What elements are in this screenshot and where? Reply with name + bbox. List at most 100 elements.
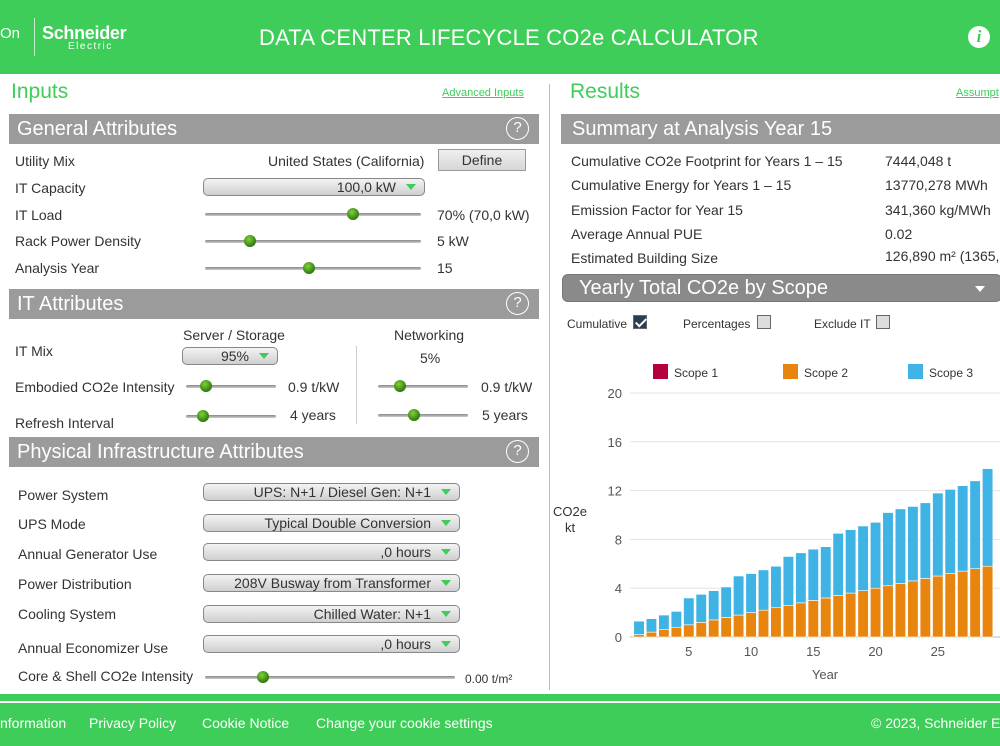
general-help-icon[interactable]: ? bbox=[506, 117, 529, 140]
bar-scope-3 bbox=[832, 533, 844, 596]
bar-scope-3 bbox=[820, 546, 832, 599]
chevron-down-icon bbox=[259, 353, 269, 359]
ups-mode-select[interactable]: Typical Double Conversion bbox=[203, 514, 460, 532]
generator-use-label: Annual Generator Use bbox=[18, 546, 158, 562]
chevron-down-icon bbox=[441, 549, 451, 555]
power-system-select[interactable]: UPS: N+1 / Diesel Gen: N+1 bbox=[203, 483, 460, 501]
footer-link-cookie-settings[interactable]: Change your cookie settings bbox=[316, 715, 493, 731]
legend-swatch bbox=[653, 364, 668, 379]
bar-scope-3 bbox=[944, 489, 956, 574]
economizer-use-select[interactable]: ,0 hours bbox=[203, 635, 460, 653]
bar-scope-2 bbox=[708, 619, 720, 638]
summary-row-label: Cumulative CO2e Footprint for Years 1 – … bbox=[571, 153, 843, 169]
bar-scope-3 bbox=[782, 556, 794, 606]
embodied-networking-slider[interactable] bbox=[378, 385, 468, 388]
panel-divider bbox=[549, 84, 550, 690]
bar-scope-3 bbox=[633, 620, 645, 635]
refresh-server-slider-handle[interactable] bbox=[197, 410, 209, 422]
chevron-down-icon bbox=[441, 611, 451, 617]
x-tick-label: 20 bbox=[868, 644, 882, 659]
embodied-intensity-label: Embodied CO2e Intensity bbox=[15, 379, 175, 395]
analysis-year-label: Analysis Year bbox=[15, 260, 100, 276]
embodied-server-slider[interactable] bbox=[186, 385, 276, 388]
bar-scope-2 bbox=[645, 631, 657, 638]
bar-scope-2 bbox=[720, 617, 732, 638]
schneider-logo[interactable]: Schneider Electric bbox=[42, 24, 127, 52]
it-mix-server-select[interactable]: 95% bbox=[182, 347, 278, 365]
physical-help-icon[interactable]: ? bbox=[506, 440, 529, 463]
bar-scope-3 bbox=[770, 565, 782, 609]
bar-scope-2 bbox=[894, 583, 907, 638]
utility-mix-value: United States (California) bbox=[268, 153, 425, 169]
core-shell-label: Core & Shell CO2e Intensity bbox=[18, 668, 194, 684]
summary-row-label: Cumulative Energy for Years 1 – 15 bbox=[571, 177, 792, 193]
refresh-server-slider[interactable] bbox=[186, 415, 276, 418]
summary-row-value: 0.02 bbox=[885, 226, 913, 242]
bar-scope-2 bbox=[857, 590, 869, 638]
general-attributes-header: General Attributes ? bbox=[9, 114, 539, 144]
core-shell-slider-handle[interactable] bbox=[257, 671, 269, 683]
bar-scope-2 bbox=[919, 578, 931, 638]
power-distribution-select[interactable]: 208V Busway from Transformer bbox=[203, 574, 460, 592]
bar-scope-3 bbox=[745, 573, 757, 613]
summary-row-label: Emission Factor for Year 15 bbox=[571, 202, 743, 218]
percentages-checkbox[interactable] bbox=[757, 315, 771, 329]
bar-scope-3 bbox=[969, 480, 981, 569]
define-button[interactable]: Define bbox=[438, 149, 526, 171]
cumulative-checkbox[interactable] bbox=[633, 315, 647, 329]
footer-link-information[interactable]: nformation bbox=[0, 715, 67, 731]
refresh-networking-slider-handle[interactable] bbox=[408, 409, 420, 421]
footer-link-cookie-notice[interactable]: Cookie Notice bbox=[202, 715, 290, 731]
y-tick-label: 4 bbox=[615, 581, 622, 596]
bar-scope-2 bbox=[658, 629, 670, 638]
it-help-icon[interactable]: ? bbox=[506, 292, 529, 315]
bar-scope-3 bbox=[695, 594, 707, 623]
bar-scope-3 bbox=[708, 590, 720, 621]
bar-scope-3 bbox=[658, 614, 670, 630]
chart-type-select[interactable]: Yearly Total CO2e by Scope bbox=[562, 274, 1000, 302]
economizer-use-label: Annual Economizer Use bbox=[18, 640, 169, 656]
chevron-down-icon bbox=[441, 520, 451, 526]
server-storage-column-header: Server / Storage bbox=[183, 327, 285, 343]
y-axis-label: kt bbox=[565, 520, 576, 535]
bar-scope-3 bbox=[720, 586, 732, 618]
bar-scope-3 bbox=[807, 548, 819, 601]
app-header: On Schneider Electric DATA CENTER LIFECY… bbox=[0, 0, 1000, 74]
info-icon[interactable]: i bbox=[968, 26, 990, 48]
generator-use-select[interactable]: ,0 hours bbox=[203, 543, 460, 561]
assumptions-link[interactable]: Assumpt bbox=[956, 87, 999, 99]
advanced-inputs-link[interactable]: Advanced Inputs bbox=[442, 87, 524, 99]
bar-scope-2 bbox=[733, 614, 745, 638]
y-tick-label: 16 bbox=[608, 435, 622, 450]
refresh-networking-slider[interactable] bbox=[378, 414, 468, 417]
embodied-server-value: 0.9 t/kW bbox=[288, 379, 340, 395]
summary-row-value: 7444,048 t bbox=[885, 153, 952, 169]
it-column-divider bbox=[356, 346, 357, 424]
power-distribution-value: 208V Busway from Transformer bbox=[234, 575, 431, 591]
footer-link-privacy[interactable]: Privacy Policy bbox=[89, 715, 177, 731]
embodied-networking-slider-handle[interactable] bbox=[394, 380, 406, 392]
legend-swatch bbox=[908, 364, 923, 379]
rack-density-slider-handle[interactable] bbox=[244, 235, 256, 247]
y-tick-label: 8 bbox=[615, 532, 622, 547]
refresh-server-value: 4 years bbox=[290, 407, 336, 423]
bar-scope-2 bbox=[832, 595, 844, 638]
it-load-slider[interactable] bbox=[205, 213, 421, 216]
cooling-system-select[interactable]: Chilled Water: N+1 bbox=[203, 605, 460, 623]
embodied-server-slider-handle[interactable] bbox=[200, 380, 212, 392]
utility-mix-label: Utility Mix bbox=[15, 153, 75, 169]
exclude-it-checkbox[interactable] bbox=[876, 315, 890, 329]
analysis-year-slider-handle[interactable] bbox=[303, 262, 315, 274]
physical-attributes-header: Physical Infrastructure Attributes ? bbox=[9, 437, 539, 467]
bar-scope-2 bbox=[969, 568, 981, 638]
summary-header: Summary at Analysis Year 15 bbox=[561, 114, 1000, 144]
it-capacity-select[interactable]: 100,0 kW bbox=[203, 178, 425, 196]
bar-scope-3 bbox=[845, 529, 857, 594]
it-load-label: IT Load bbox=[15, 207, 63, 223]
rack-density-slider[interactable] bbox=[205, 240, 421, 243]
it-load-slider-handle[interactable] bbox=[347, 208, 359, 220]
bar-scope-3 bbox=[757, 569, 770, 611]
core-shell-slider[interactable] bbox=[205, 676, 455, 679]
bar-scope-2 bbox=[907, 580, 919, 638]
rack-density-value: 5 kW bbox=[437, 233, 469, 249]
